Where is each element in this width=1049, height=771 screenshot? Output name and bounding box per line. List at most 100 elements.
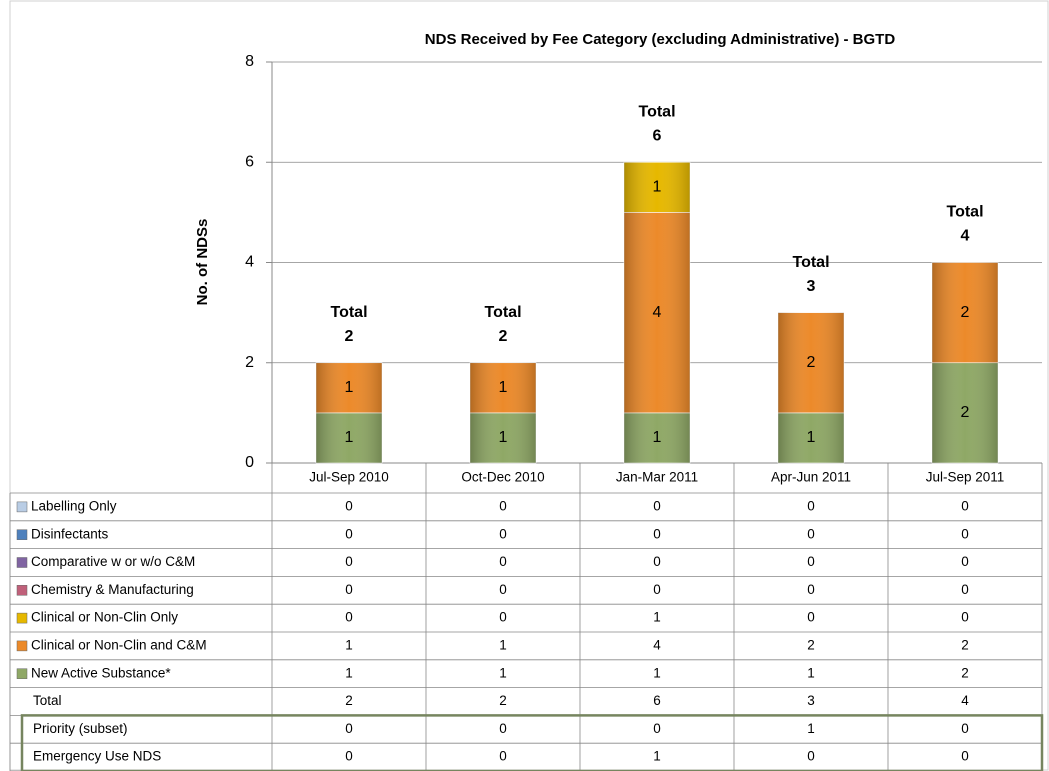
table-value: 0 [499, 749, 507, 764]
table-value: 0 [499, 554, 507, 569]
bar-shade [316, 362, 382, 413]
table-value: 1 [653, 749, 661, 764]
table-value: 0 [807, 582, 815, 597]
data-label: 1 [499, 379, 508, 396]
table-value: 0 [345, 749, 353, 764]
table-value: 0 [499, 526, 507, 541]
table-value: 0 [961, 526, 969, 541]
table-value: 0 [345, 554, 353, 569]
table-value: 6 [653, 693, 661, 708]
table-value: 0 [345, 610, 353, 625]
table-value: 0 [961, 721, 969, 736]
legend-swatch [16, 585, 28, 596]
x-tick-label: Apr-Jun 2011 [771, 470, 851, 485]
total-value: 3 [807, 278, 816, 295]
table-value: 2 [961, 637, 969, 652]
total-value: 2 [499, 328, 508, 345]
row-label: Comparative w or w/o C&M [31, 554, 195, 569]
total-value: 2 [345, 328, 354, 345]
row-label: Total [33, 693, 62, 708]
table-value: 0 [961, 610, 969, 625]
bar-shade [932, 262, 998, 363]
table-value: 0 [499, 498, 507, 513]
table-value: 1 [653, 610, 661, 625]
legend-swatch [16, 640, 28, 652]
row-label: New Active Substance* [31, 665, 171, 680]
table-value: 2 [345, 693, 353, 708]
table-value: 0 [807, 498, 815, 513]
total-label: Total [946, 204, 983, 221]
table-value: 0 [653, 498, 661, 513]
data-label: 1 [653, 179, 662, 196]
y-tick-label: 8 [245, 53, 254, 70]
y-tick-label: 6 [245, 153, 254, 170]
table-value: 0 [807, 526, 815, 541]
table-value: 0 [807, 554, 815, 569]
table-value: 0 [961, 554, 969, 569]
bar-shade [316, 412, 382, 463]
table-value: 0 [345, 498, 353, 513]
bar-shade [778, 412, 844, 463]
table-value: 0 [345, 582, 353, 597]
table-value: 1 [499, 637, 507, 652]
row-label: Emergency Use NDS [33, 749, 161, 764]
row-label: Priority (subset) [33, 721, 128, 736]
chart-title: NDS Received by Fee Category (excluding … [425, 31, 896, 48]
legend-swatch [16, 668, 28, 679]
x-tick-label: Jul-Sep 2010 [309, 470, 389, 485]
table-value: 1 [499, 665, 507, 680]
data-label: 1 [499, 429, 508, 446]
table-value: 4 [961, 693, 969, 708]
row-label: Disinfectants [31, 526, 109, 541]
y-tick-label: 0 [245, 454, 254, 471]
x-tick-label: Jan-Mar 2011 [616, 470, 698, 485]
table-value: 0 [653, 526, 661, 541]
total-label: Total [792, 254, 829, 271]
table-value: 0 [345, 526, 353, 541]
total-label: Total [638, 103, 675, 120]
data-label: 1 [653, 429, 662, 446]
table-value: 0 [653, 554, 661, 569]
table-value: 0 [499, 582, 507, 597]
table-value: 0 [961, 749, 969, 764]
table-value: 1 [807, 721, 815, 736]
table-value: 2 [961, 665, 969, 680]
data-label: 2 [961, 404, 970, 421]
bar-shade [932, 362, 998, 463]
bar-shade [778, 312, 844, 413]
x-tick-label: Oct-Dec 2010 [461, 470, 544, 485]
table-value: 0 [961, 498, 969, 513]
legend-swatch [16, 501, 28, 513]
row-label: Clinical or Non-Clin Only [31, 610, 178, 625]
data-label: 2 [961, 304, 970, 321]
table-value: 0 [807, 610, 815, 625]
table-value: 0 [807, 749, 815, 764]
table-value: 0 [499, 721, 507, 736]
row-label: Labelling Only [31, 498, 117, 513]
table-value: 1 [345, 665, 353, 680]
table-value: 0 [653, 721, 661, 736]
bar-shade [470, 412, 536, 463]
bar-shade [624, 212, 690, 413]
table-value: 1 [653, 665, 661, 680]
y-tick-label: 2 [245, 354, 254, 371]
bar-shade [624, 412, 690, 463]
data-label: 1 [345, 429, 354, 446]
data-label: 4 [653, 304, 662, 321]
table-value: 3 [807, 693, 815, 708]
table-value: 0 [345, 721, 353, 736]
row-label: Clinical or Non-Clin and C&M [31, 637, 207, 652]
y-axis-label: No. of NDSs [194, 219, 211, 306]
table-value: 4 [653, 637, 661, 652]
y-tick-label: 4 [245, 254, 254, 271]
table-value: 1 [807, 665, 815, 680]
legend-swatch [16, 557, 28, 568]
total-label: Total [330, 304, 367, 321]
table-value: 0 [653, 582, 661, 597]
table-value: 0 [499, 610, 507, 625]
data-label: 1 [345, 379, 354, 396]
table-value: 0 [961, 582, 969, 597]
legend-swatch [16, 612, 28, 624]
data-label: 1 [807, 429, 816, 446]
subset-box [20, 714, 1044, 771]
